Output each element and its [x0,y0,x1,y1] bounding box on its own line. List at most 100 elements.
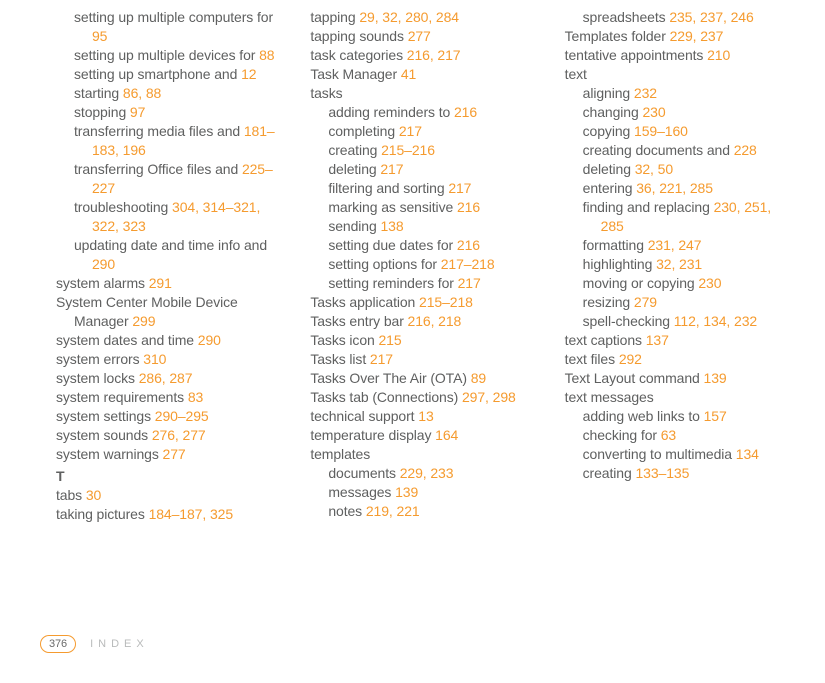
index-entry-ref: 41 [401,66,416,82]
index-entry-ref: 86, 88 [123,85,161,101]
index-entry-text: Tasks icon [310,332,378,348]
index-entry: resizing 279 [549,293,785,312]
index-entry-text: creating [328,142,381,158]
index-entry: system errors 310 [40,350,276,369]
index-entry-ref: 290 [198,332,221,348]
index-entry: task categories 216, 217 [294,46,530,65]
index-entry-ref: 97 [130,104,145,120]
index-entry: filtering and sorting 217 [294,179,530,198]
index-entry-text: tapping [310,9,359,25]
index-column: tapping 29, 32, 280, 284 tapping sounds 2… [294,8,530,524]
index-entry: Templates folder 229, 237 [549,27,785,46]
page-number: 376 [40,635,76,653]
index-entry-ref: 12 [241,66,256,82]
index-entry: checking for 63 [549,426,785,445]
index-entry: system dates and time 290 [40,331,276,350]
index-entry: transferring Office files and 225–227 [40,160,276,198]
index-entry: text captions 137 [549,331,785,350]
index-entry: spreadsheets 235, 237, 246 [549,8,785,27]
index-entry-text: Tasks application [310,294,419,310]
index-entry: system locks 286, 287 [40,369,276,388]
index-entry-text: adding web links to [583,408,704,424]
index-entry: messages 139 [294,483,530,502]
index-entry-ref: 217 [458,275,481,291]
index-entry-ref: 32, 50 [635,161,673,177]
index-entry: entering 36, 221, 285 [549,179,785,198]
index-entry-text: setting reminders for [328,275,457,291]
index-entry: temperature display 164 [294,426,530,445]
index-entry-text: Tasks tab (Connections) [310,389,462,405]
index-entry: setting up smartphone and 12 [40,65,276,84]
index-entry: system requirements 83 [40,388,276,407]
index-entry: tapping sounds 277 [294,27,530,46]
index-entry-text: technical support [310,408,418,424]
index-entry: text files 292 [549,350,785,369]
index-entry-text: task categories [310,47,406,63]
index-entry: converting to multimedia 134 [549,445,785,464]
index-entry-ref: 219, 221 [366,503,420,519]
index-entry-ref: 134 [736,446,759,462]
index-entry: system warnings 277 [40,445,276,464]
index-entry: adding reminders to 216 [294,103,530,122]
index-entry-text: Tasks Over The Air (OTA) [310,370,470,386]
index-entry-text: system sounds [56,427,152,443]
index-entry-ref: 215–218 [419,294,473,310]
index-entry-text: moving or copying [583,275,699,291]
index-entry: Tasks list 217 [294,350,530,369]
index-entry-text: troubleshooting [74,199,172,215]
index-entry-text: setting up smartphone and [74,66,241,82]
page-footer: 376 INDEX [40,635,149,653]
index-entry-text: adding reminders to [328,104,454,120]
index-entry-text: system requirements [56,389,188,405]
index-entry-ref: 292 [619,351,642,367]
index-entry: highlighting 32, 231 [549,255,785,274]
index-entry-ref: 299 [132,313,155,329]
index-entry-text: taking pictures [56,506,149,522]
index-entry-ref: 217 [370,351,393,367]
index-entry: completing 217 [294,122,530,141]
index-entry-ref: 286, 287 [139,370,193,386]
index-entry: creating documents and 228 [549,141,785,160]
index-entry-ref: 228 [734,142,757,158]
index-entry-text: starting [74,85,123,101]
index-entry: tasks [294,84,530,103]
index-entry-text: notes [328,503,366,519]
index-entry-ref: 276, 277 [152,427,206,443]
index-entry-ref: 138 [380,218,403,234]
index-entry-text: tasks [310,85,342,101]
index-entry: spell-checking 112, 134, 232 [549,312,785,331]
index-entry-ref: 229, 233 [400,465,454,481]
index-entry: Tasks entry bar 216, 218 [294,312,530,331]
index-entry-ref: 290 [92,256,115,272]
index-entry-ref: 277 [163,446,186,462]
index-entry-ref: 137 [646,332,669,348]
index-entry-ref: 217–218 [441,256,495,272]
index-entry-ref: 164 [435,427,458,443]
index-entry: Tasks icon 215 [294,331,530,350]
index-entry-ref: 36, 221, 285 [636,180,713,196]
index-entry-text: documents [328,465,399,481]
index-column: spreadsheets 235, 237, 246Templates fold… [549,8,785,524]
index-entry-text: setting up multiple devices for [74,47,259,63]
index-entry: setting up multiple computers for 95 [40,8,276,46]
index-entry: templates [294,445,530,464]
index-entry: formatting 231, 247 [549,236,785,255]
index-entry: taking pictures 184–187, 325 [40,505,276,524]
index-entry-ref: 230 [642,104,665,120]
index-entry-ref: 210 [707,47,730,63]
index-entry-ref: 133–135 [635,465,689,481]
index-entry-text: updating date and time info and [74,237,267,253]
index-entry: deleting 217 [294,160,530,179]
index-entry-ref: 29, 32, 280, 284 [359,9,459,25]
section-letter: T [40,467,276,486]
index-entry-ref: 277 [408,28,431,44]
index-entry-text: transferring media files and [74,123,244,139]
index-entry-text: setting up multiple computers for [74,9,273,25]
index-entry: updating date and time info and 290 [40,236,276,274]
index-entry-text: sending [328,218,380,234]
index-entry-text: changing [583,104,643,120]
index-entry-text: Templates folder [565,28,670,44]
index-entry-text: tapping sounds [310,28,407,44]
index-entry-ref: 216 [454,104,477,120]
index-entry-ref: 88 [259,47,274,63]
